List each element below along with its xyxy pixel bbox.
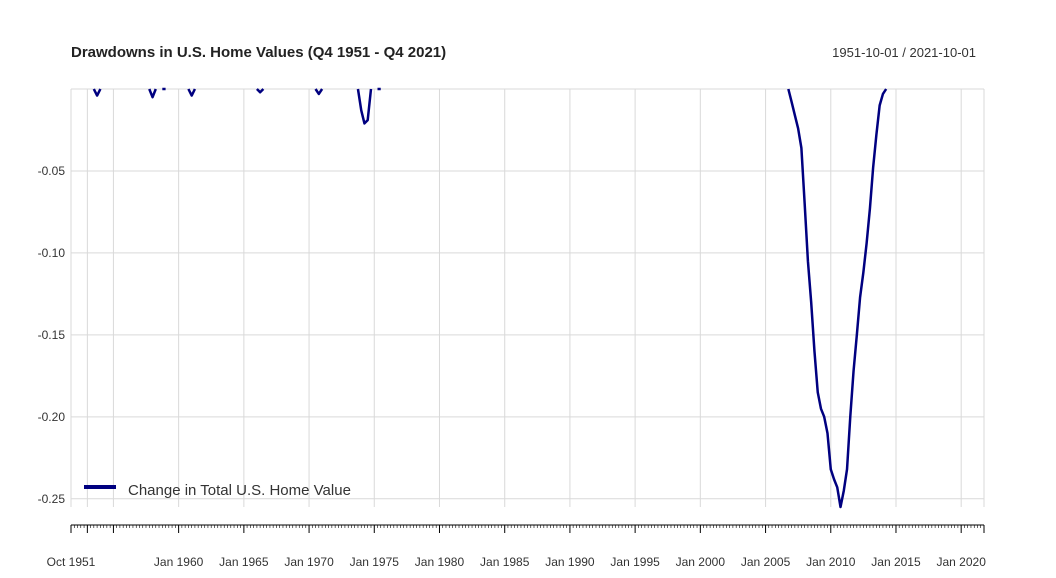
x-tick-label: Jan 2005 bbox=[741, 555, 791, 569]
x-tick-label: Jan 1990 bbox=[545, 555, 595, 569]
series-line bbox=[187, 88, 197, 97]
series-line bbox=[314, 88, 324, 96]
series-line bbox=[787, 88, 888, 509]
chart-title: Drawdowns in U.S. Home Values (Q4 1951 -… bbox=[71, 44, 447, 61]
vertical-gridlines bbox=[70, 89, 985, 507]
series-line bbox=[92, 88, 102, 97]
x-tick-label: Jan 1970 bbox=[284, 555, 334, 569]
x-tick-label: Jan 2020 bbox=[936, 555, 986, 569]
x-axis bbox=[70, 524, 985, 533]
y-tick-label: -0.15 bbox=[38, 328, 66, 342]
x-tick-label: Jan 1985 bbox=[480, 555, 530, 569]
x-axis-minor-tick-marks bbox=[70, 525, 985, 528]
x-tick-label: Oct 1951 bbox=[47, 555, 96, 569]
x-tick-label: Jan 1960 bbox=[154, 555, 204, 569]
series-line bbox=[148, 88, 157, 99]
series-line bbox=[256, 88, 265, 94]
date-range-label: 1951-10-01 / 2021-10-01 bbox=[832, 45, 976, 60]
x-tick-label: Jan 1995 bbox=[610, 555, 660, 569]
series-line bbox=[356, 88, 373, 125]
series-lines bbox=[92, 87, 888, 509]
horizontal-gridlines bbox=[71, 88, 984, 500]
y-tick-label: -0.20 bbox=[38, 410, 66, 424]
y-tick-label: -0.05 bbox=[38, 164, 66, 178]
x-tick-label: Jan 1965 bbox=[219, 555, 269, 569]
y-axis-tick-labels: -0.05 -0.10 -0.15 -0.20 -0.25 bbox=[38, 164, 66, 506]
x-tick-label: Jan 1980 bbox=[415, 555, 465, 569]
x-tick-label: Jan 2010 bbox=[806, 555, 856, 569]
x-tick-label: Jan 2000 bbox=[676, 555, 726, 569]
y-tick-label: -0.10 bbox=[38, 246, 66, 260]
x-tick-label: Jan 2015 bbox=[871, 555, 921, 569]
x-axis-minor-ticks bbox=[70, 525, 985, 528]
x-tick-label: Jan 1975 bbox=[350, 555, 400, 569]
legend: Change in Total U.S. Home Value bbox=[84, 482, 351, 499]
x-axis-tick-labels: Oct 1951 Jan 1960 Jan 1965 Jan 1970 Jan 1975… bbox=[47, 555, 987, 569]
y-tick-label: -0.25 bbox=[38, 492, 66, 506]
legend-label: Change in Total U.S. Home Value bbox=[128, 482, 351, 499]
